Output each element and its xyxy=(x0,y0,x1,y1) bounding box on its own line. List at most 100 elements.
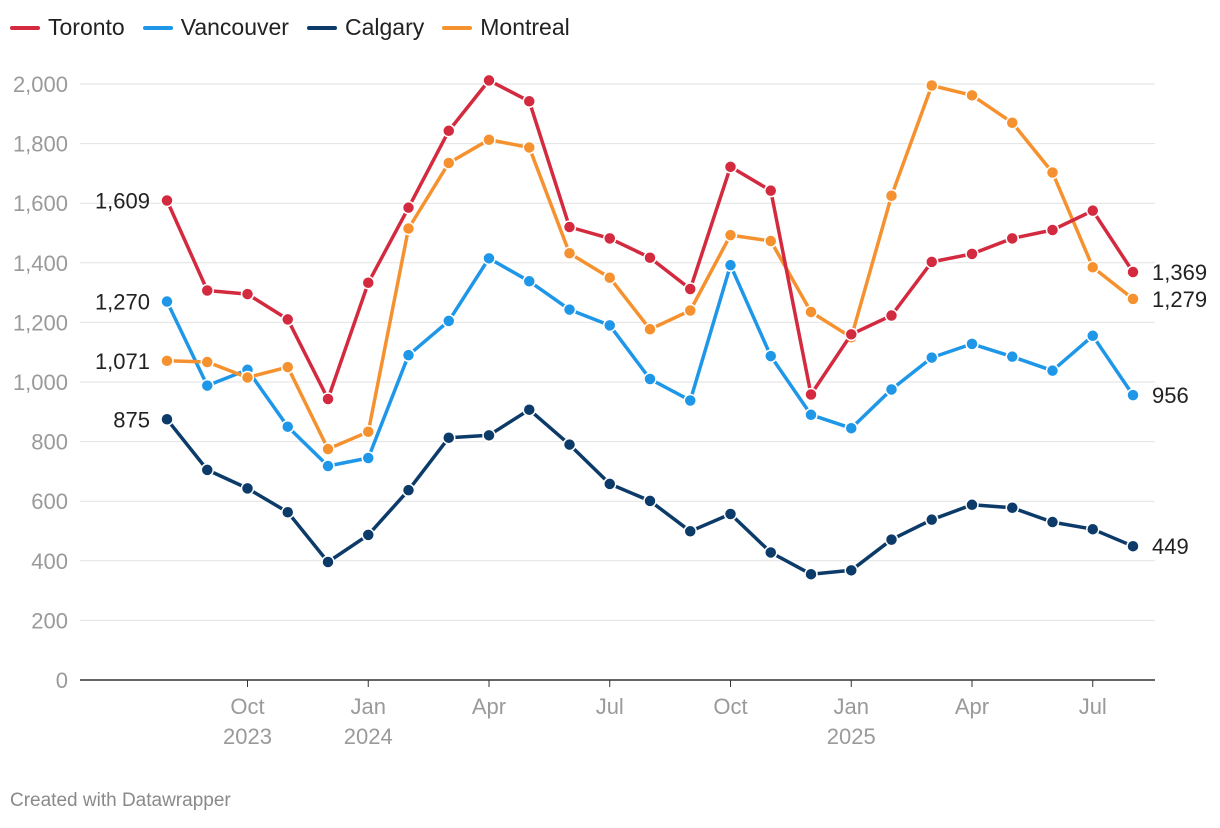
y-tick-label: 400 xyxy=(31,549,68,574)
data-point-calgary xyxy=(804,567,818,581)
data-point-vancouver xyxy=(1005,349,1019,364)
y-tick-label: 1,400 xyxy=(13,251,68,276)
y-tick-label: 600 xyxy=(31,489,68,514)
data-point-montreal xyxy=(1005,115,1019,130)
data-point-vancouver xyxy=(723,258,738,272)
data-point-montreal xyxy=(482,132,496,147)
data-point-vancouver xyxy=(764,349,778,363)
series-line-toronto xyxy=(165,78,1135,401)
data-point-montreal xyxy=(723,228,738,242)
data-point-vancouver xyxy=(522,274,536,289)
data-point-calgary xyxy=(160,412,174,426)
y-tick-label: 200 xyxy=(31,608,68,633)
legend-item-calgary: Calgary xyxy=(306,14,424,41)
chart-legend: Toronto Vancouver Calgary Montreal xyxy=(10,14,570,41)
data-point-toronto xyxy=(240,287,255,301)
data-point-calgary xyxy=(1045,515,1060,529)
data-point-montreal xyxy=(965,88,979,103)
data-point-montreal xyxy=(281,360,295,374)
data-point-montreal xyxy=(240,370,255,385)
y-tick-label: 1,200 xyxy=(13,310,68,335)
data-point-calgary xyxy=(361,528,375,542)
start-value-label-calgary: 875 xyxy=(113,407,150,432)
data-point-montreal xyxy=(1086,260,1100,275)
data-point-toronto xyxy=(200,283,214,298)
data-point-toronto xyxy=(1086,203,1100,218)
data-point-calgary xyxy=(482,428,496,443)
data-point-montreal xyxy=(764,234,778,248)
x-tick-label: Jul xyxy=(1079,694,1107,719)
data-point-vancouver xyxy=(603,318,617,333)
data-point-montreal xyxy=(804,305,818,319)
x-tick-year-label: 2025 xyxy=(827,724,876,749)
x-tick-label: Oct xyxy=(230,694,264,719)
data-point-toronto xyxy=(160,193,174,208)
x-tick-label: Apr xyxy=(955,694,989,719)
data-point-vancouver xyxy=(804,408,818,422)
data-point-toronto xyxy=(965,247,979,261)
x-tick-label: Jul xyxy=(596,694,624,719)
data-point-calgary xyxy=(200,463,214,477)
end-value-label-vancouver: 956 xyxy=(1152,383,1189,408)
legend-label-vancouver: Vancouver xyxy=(180,14,289,40)
data-point-toronto xyxy=(1126,265,1140,279)
x-tick-label: Jan xyxy=(351,694,386,719)
data-point-montreal xyxy=(603,270,617,285)
data-point-calgary xyxy=(603,477,617,491)
y-tick-label: 800 xyxy=(31,430,68,455)
data-point-calgary xyxy=(884,532,899,547)
data-point-vancouver xyxy=(1126,388,1140,402)
data-point-toronto xyxy=(442,124,456,138)
y-tick-label: 1,600 xyxy=(13,191,68,216)
legend-item-montreal: Montreal xyxy=(442,14,570,41)
data-point-calgary xyxy=(321,555,335,569)
data-point-calgary xyxy=(442,430,456,445)
data-point-calgary xyxy=(281,505,295,519)
data-point-calgary xyxy=(643,494,657,508)
data-point-montreal xyxy=(683,303,697,318)
end-value-label-toronto: 1,369 xyxy=(1152,260,1207,285)
data-point-calgary xyxy=(522,402,536,417)
data-point-toronto xyxy=(321,392,335,406)
data-point-vancouver xyxy=(1086,329,1100,343)
data-point-toronto xyxy=(281,312,295,327)
data-point-toronto xyxy=(562,220,577,234)
data-point-toronto xyxy=(603,231,617,246)
start-value-label-toronto: 1,609 xyxy=(95,189,150,214)
data-point-montreal xyxy=(1126,292,1140,306)
data-point-montreal xyxy=(401,221,416,236)
data-point-vancouver xyxy=(442,314,456,328)
credit-text: Created with Datawrapper xyxy=(10,790,231,811)
data-point-vancouver xyxy=(361,451,375,465)
data-point-calgary xyxy=(1005,501,1019,515)
data-point-vancouver xyxy=(683,393,697,408)
data-point-montreal xyxy=(1045,165,1060,180)
data-point-toronto xyxy=(925,255,939,269)
x-tick-label: Jan xyxy=(834,694,869,719)
data-point-calgary xyxy=(965,498,979,512)
data-point-calgary xyxy=(925,512,939,527)
data-point-toronto xyxy=(723,160,738,174)
data-point-toronto xyxy=(643,250,657,265)
y-tick-label: 1,800 xyxy=(13,132,68,157)
data-point-montreal xyxy=(643,322,657,337)
legend-item-toronto: Toronto xyxy=(10,14,125,41)
data-point-vancouver xyxy=(844,421,858,435)
data-point-vancouver xyxy=(200,378,214,393)
start-value-label-vancouver: 1,270 xyxy=(95,290,150,315)
x-tick-label: Oct xyxy=(713,694,747,719)
y-tick-label: 0 xyxy=(56,668,68,693)
data-point-toronto xyxy=(884,308,899,323)
data-point-toronto xyxy=(1005,231,1019,246)
data-point-calgary xyxy=(1086,522,1100,536)
data-point-montreal xyxy=(160,354,174,368)
legend-label-montreal: Montreal xyxy=(480,14,570,40)
legend-swatch-vancouver xyxy=(142,25,173,30)
data-point-montreal xyxy=(884,189,899,203)
data-point-montreal xyxy=(522,140,536,155)
end-value-label-calgary: 449 xyxy=(1152,534,1189,559)
data-point-calgary xyxy=(723,507,738,521)
data-point-toronto xyxy=(401,200,416,215)
data-point-vancouver xyxy=(884,382,899,397)
series-line-vancouver xyxy=(165,256,1135,468)
